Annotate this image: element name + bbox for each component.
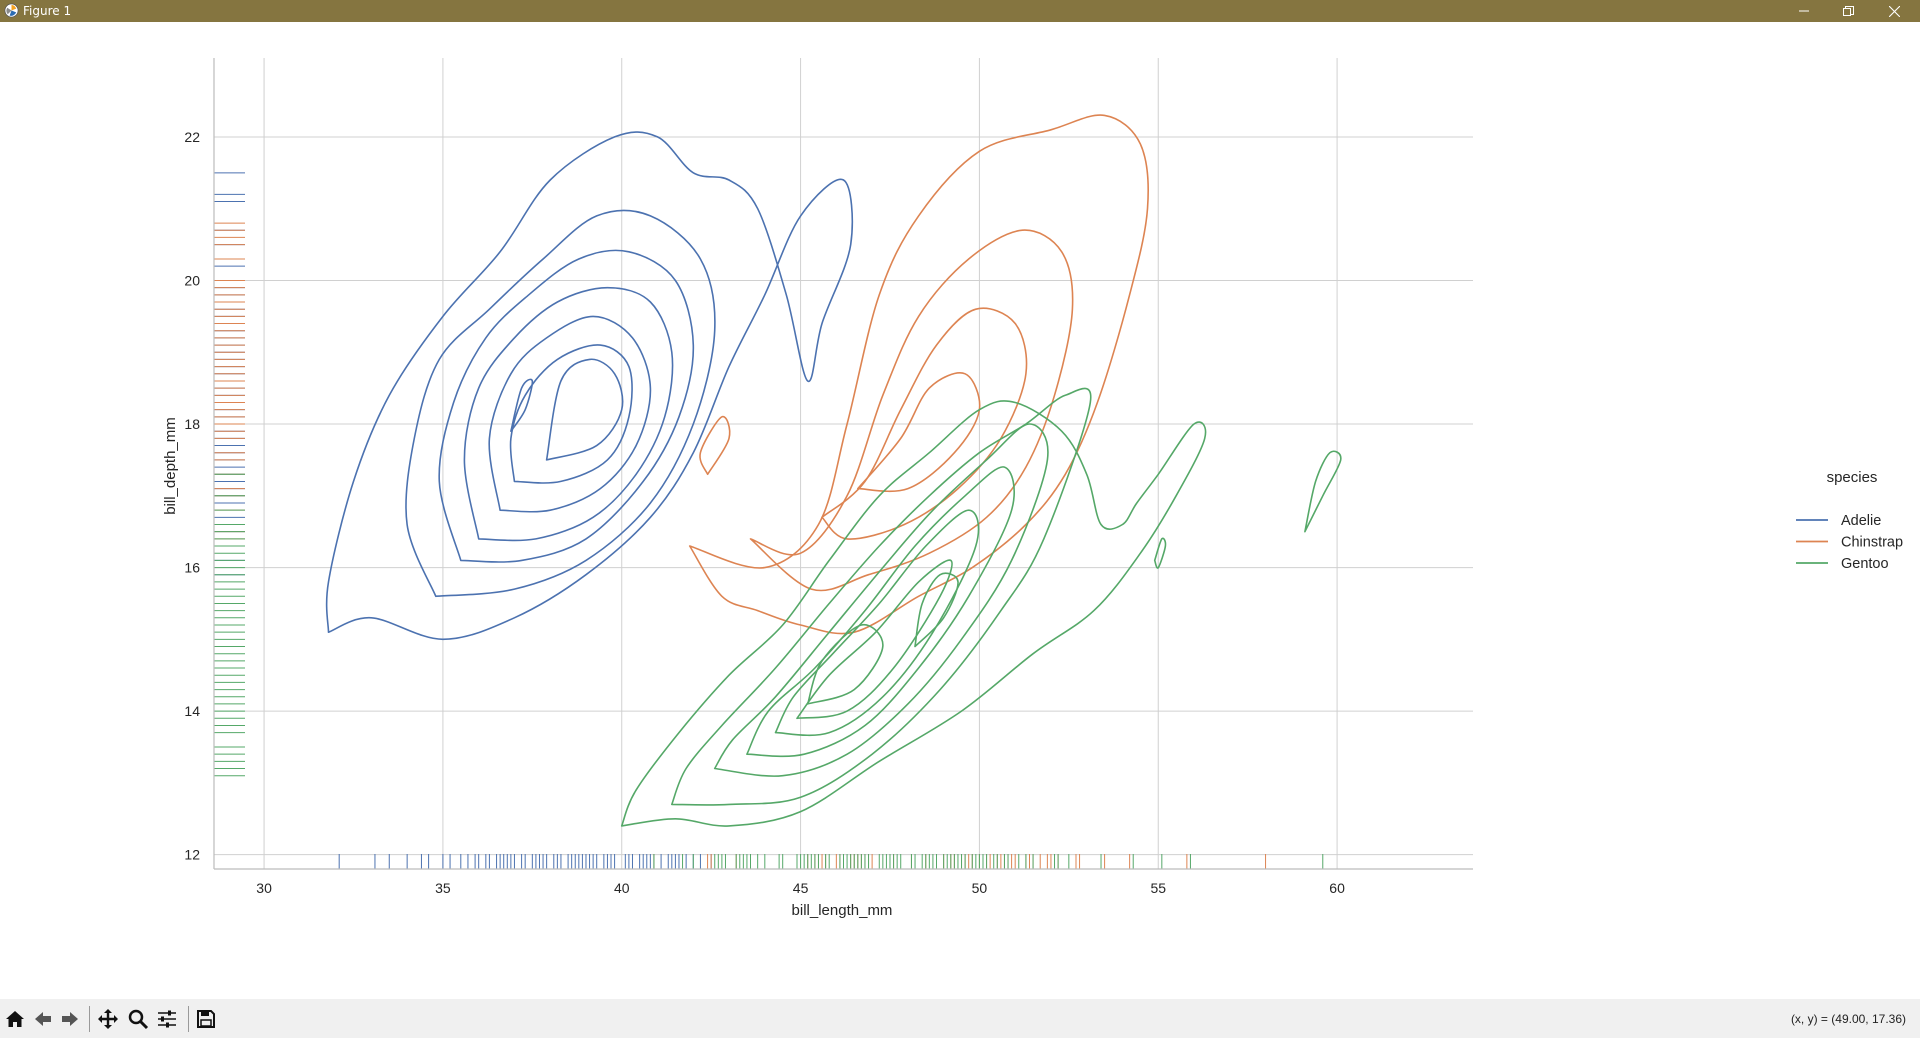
y-axis-label: bill_depth_mm (162, 417, 179, 515)
legend-label: Chinstrap (1841, 535, 1903, 551)
contour-line (746, 466, 1015, 758)
minimize-button[interactable] (1782, 0, 1826, 22)
x-tick-label: 60 (1329, 880, 1345, 896)
contour-line (699, 415, 731, 476)
toolbar-separator (188, 1006, 189, 1032)
restore-button[interactable] (1826, 0, 1870, 22)
contour-line (749, 229, 1074, 592)
close-icon (1888, 5, 1900, 17)
contour-line (806, 623, 884, 705)
configure-subplots-button[interactable] (155, 1008, 179, 1030)
contour-line (438, 249, 695, 563)
contour-line (1304, 450, 1342, 533)
contour-line (688, 114, 1149, 635)
legend-title: species (1827, 469, 1878, 486)
contour-layer (325, 114, 1342, 827)
y-tick-label: 12 (184, 847, 200, 863)
navigation-toolbar: (x, y) = (49.00, 17.36) (0, 999, 1920, 1038)
rug-layer (214, 172, 1324, 869)
contour-line (796, 559, 953, 720)
y-tick-label: 18 (184, 416, 200, 432)
x-axis-label: bill_length_mm (792, 902, 893, 919)
minimize-icon (1799, 10, 1809, 12)
back-arrow-icon (35, 1012, 51, 1026)
contour-line (914, 572, 959, 648)
cursor-coordinates: (x, y) = (49.00, 17.36) (1790, 1012, 1906, 1026)
contour-line (545, 358, 624, 461)
legend-label: Adelie (1841, 513, 1881, 529)
contour-line (713, 423, 1049, 777)
zoom-button[interactable] (126, 1008, 150, 1030)
x-tick-label: 45 (793, 880, 809, 896)
forward-arrow-icon (62, 1012, 78, 1026)
series-chinstrap (688, 114, 1149, 635)
window-title: Figure 1 (23, 4, 72, 18)
contour-line (620, 400, 1207, 827)
contour-line (509, 344, 633, 484)
x-tick-label: 50 (972, 880, 988, 896)
contour-line (405, 209, 716, 598)
home-icon (6, 1011, 24, 1027)
contour-line (325, 131, 854, 641)
contour-line (510, 378, 534, 432)
save-button[interactable] (194, 1008, 218, 1030)
contour-line (1153, 537, 1167, 569)
toolbar-separator (89, 1006, 90, 1032)
y-tick-label: 16 (184, 560, 200, 576)
window-titlebar: Figure 1 (0, 0, 1920, 22)
series-gentoo (620, 387, 1342, 827)
kde-chart: 30 35 40 45 50 55 60 12 14 16 18 20 22 bill_length_m… (162, 58, 1903, 919)
x-tick-label: 40 (614, 880, 630, 896)
x-tick-label: 35 (435, 880, 451, 896)
zoom-icon (128, 1009, 149, 1030)
pan-button[interactable] (96, 1008, 120, 1030)
home-button[interactable] (3, 1008, 27, 1030)
figure-canvas[interactable]: 30 35 40 45 50 55 60 12 14 16 18 20 22 bill_length_m… (0, 22, 1920, 999)
contour-line (821, 307, 1028, 540)
series-adelie (325, 131, 854, 641)
contour-line (671, 387, 1092, 806)
back-button[interactable] (31, 1008, 55, 1030)
save-icon (197, 1010, 215, 1028)
contour-line (857, 372, 981, 493)
configure-subplots-icon (158, 1010, 176, 1028)
x-tick-label: 55 (1150, 880, 1166, 896)
contour-line (774, 509, 980, 737)
axes: 30 35 40 45 50 55 60 12 14 16 18 20 22 (184, 58, 1473, 896)
y-tick-label: 14 (184, 703, 200, 719)
restore-icon (1842, 5, 1854, 16)
legend: species Adelie Chinstrap Gentoo (1796, 469, 1903, 572)
contour-line (463, 286, 674, 542)
contour-line (488, 315, 652, 513)
pan-icon (98, 1009, 118, 1029)
x-tick-label: 30 (256, 880, 272, 896)
close-button[interactable] (1872, 0, 1916, 22)
y-tick-label: 22 (184, 129, 200, 145)
forward-button[interactable] (58, 1008, 82, 1030)
legend-label: Gentoo (1841, 556, 1889, 572)
y-tick-label: 20 (184, 272, 200, 288)
matplotlib-logo-icon (4, 3, 19, 18)
